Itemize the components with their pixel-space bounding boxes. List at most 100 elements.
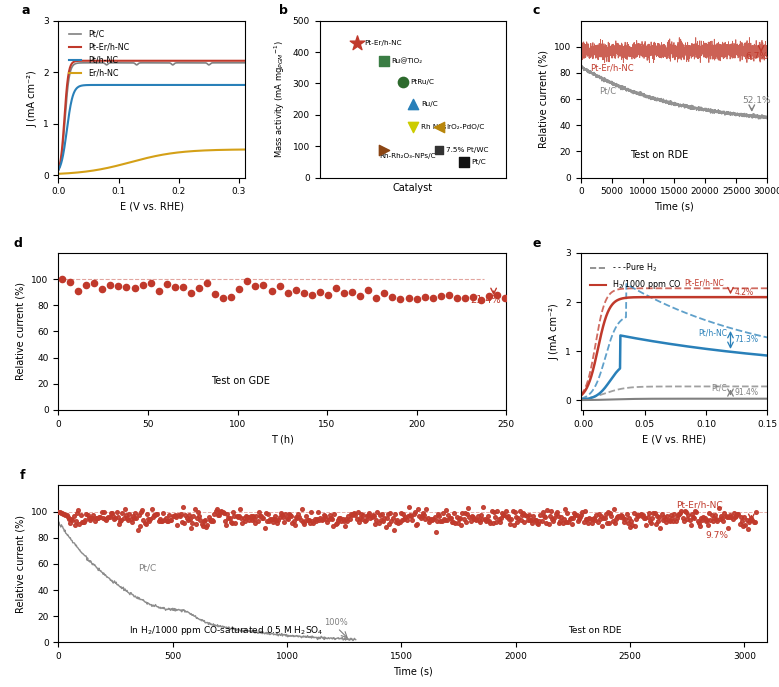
- Point: [627, 507, 640, 518]
- Point: [386, 513, 399, 523]
- Point: [660, 517, 672, 528]
- Point: [114, 515, 126, 526]
- Point: [581, 514, 594, 525]
- Point: [408, 507, 421, 518]
- Point: [274, 508, 287, 519]
- Point: [678, 516, 690, 527]
- Point: [575, 510, 587, 521]
- Point: [321, 517, 333, 528]
- Point: [650, 519, 662, 530]
- Point: [314, 287, 326, 298]
- Point: [413, 510, 425, 521]
- Y-axis label: Mass activity (mA mg$_{PGM}$$^{-1}$): Mass activity (mA mg$_{PGM}$$^{-1}$): [273, 41, 287, 158]
- Point: [499, 293, 512, 304]
- Point: [203, 511, 215, 522]
- Point: [125, 514, 137, 525]
- Point: [732, 508, 745, 519]
- Point: [401, 510, 414, 521]
- Text: PtRu/C: PtRu/C: [411, 79, 434, 85]
- Point: [378, 287, 390, 298]
- Point: [249, 517, 262, 528]
- Point: [523, 510, 535, 521]
- Y-axis label: Relative current (%): Relative current (%): [16, 515, 26, 613]
- Point: [448, 507, 460, 518]
- Point: [560, 517, 573, 528]
- Point: [249, 281, 262, 292]
- Point: [135, 506, 147, 517]
- Point: [548, 513, 561, 523]
- Point: [64, 517, 76, 528]
- Point: [132, 509, 145, 520]
- Line: Er/h-NC: Er/h-NC: [58, 150, 245, 174]
- Point: [431, 516, 443, 527]
- Point: [527, 511, 540, 522]
- Point: [454, 513, 467, 523]
- Point: [276, 509, 288, 520]
- Point: [132, 525, 144, 536]
- Point: [491, 290, 503, 301]
- Point: [605, 510, 618, 521]
- Point: [302, 515, 315, 526]
- Point: [685, 519, 697, 530]
- Point: [749, 506, 762, 517]
- Point: [714, 513, 726, 524]
- Point: [384, 508, 397, 519]
- Point: [429, 526, 442, 537]
- Point: [337, 515, 350, 526]
- Point: [111, 512, 124, 523]
- Point: [731, 508, 743, 519]
- Point: [555, 512, 568, 523]
- Point: [471, 510, 484, 521]
- Point: [69, 519, 81, 530]
- Point: [411, 294, 423, 305]
- Point: [116, 508, 129, 519]
- Point: [210, 506, 222, 517]
- Point: [262, 508, 274, 519]
- Point: [157, 508, 170, 519]
- Point: [67, 510, 79, 521]
- Point: [355, 509, 368, 520]
- Point: [311, 513, 323, 524]
- Point: [475, 295, 488, 306]
- Point: [182, 509, 195, 520]
- Point: [519, 510, 531, 521]
- Point: [372, 506, 384, 517]
- Point: [404, 510, 416, 521]
- Point: [185, 288, 197, 299]
- Point: [323, 509, 336, 520]
- Point: [733, 518, 746, 529]
- Point: [65, 513, 77, 524]
- Pt/h-NC: [54, 166, 63, 174]
- Point: [208, 508, 220, 519]
- Point: [533, 516, 545, 527]
- Point: [611, 512, 623, 523]
- Point: [305, 289, 318, 300]
- Point: [160, 278, 173, 289]
- Line: Pt/C: Pt/C: [58, 63, 245, 170]
- Point: [586, 518, 598, 529]
- Point: [173, 510, 185, 521]
- Point: [417, 508, 429, 519]
- Point: [647, 508, 660, 519]
- Point: [514, 515, 527, 526]
- Point: [301, 514, 314, 525]
- Point: [323, 513, 335, 524]
- Point: [231, 511, 244, 522]
- Point: [370, 515, 382, 526]
- Point: [573, 513, 585, 524]
- Point: [344, 513, 356, 524]
- Point: [158, 515, 171, 526]
- Point: [464, 515, 477, 526]
- Point: [322, 290, 334, 301]
- Point: [474, 516, 486, 527]
- Point: [707, 515, 719, 526]
- Point: [485, 506, 498, 517]
- Point: [435, 290, 447, 301]
- Point: [568, 507, 580, 518]
- Point: [99, 514, 111, 525]
- Point: [175, 516, 188, 527]
- Point: [566, 519, 578, 530]
- Point: [179, 510, 192, 521]
- Pt-Er/h-NC: [139, 56, 148, 65]
- Point: [407, 508, 420, 519]
